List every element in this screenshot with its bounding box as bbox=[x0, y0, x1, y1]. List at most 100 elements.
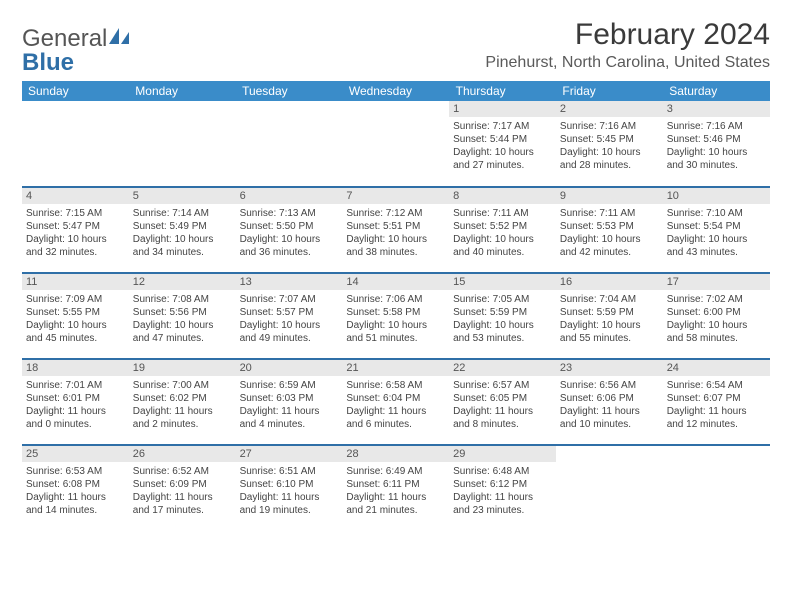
day-cell: 28Sunrise: 6:49 AMSunset: 6:11 PMDayligh… bbox=[342, 445, 449, 531]
day-cell: 5 Sunrise: 7:14 AMSunset: 5:49 PMDaylight… bbox=[129, 187, 236, 273]
month-title: February 2024 bbox=[485, 18, 770, 52]
daylight2-text: and 34 minutes. bbox=[133, 246, 232, 259]
day-number: 22 bbox=[449, 360, 556, 376]
day-cell: 17Sunrise: 7:02 AMSunset: 6:00 PMDayligh… bbox=[663, 273, 770, 359]
sunrise-text: Sunrise: 6:52 AM bbox=[133, 465, 232, 478]
sunset-text: Sunset: 6:10 PM bbox=[240, 478, 339, 491]
day-number: 11 bbox=[22, 274, 129, 290]
calendar-page: General Blue February 2024 Pinehurst, No… bbox=[0, 0, 792, 541]
daylight1-text: Daylight: 10 hours bbox=[667, 319, 766, 332]
sun-info: Sunrise: 7:08 AMSunset: 5:56 PMDaylight:… bbox=[133, 293, 232, 345]
sunset-text: Sunset: 6:05 PM bbox=[453, 392, 552, 405]
sunset-text: Sunset: 6:09 PM bbox=[133, 478, 232, 491]
sun-info: Sunrise: 7:16 AMSunset: 5:45 PMDaylight:… bbox=[560, 120, 659, 172]
sun-info: Sunrise: 6:53 AMSunset: 6:08 PMDaylight:… bbox=[26, 465, 125, 517]
day-header: Sunday bbox=[22, 81, 129, 101]
sun-info: Sunrise: 7:04 AMSunset: 5:59 PMDaylight:… bbox=[560, 293, 659, 345]
sunset-text: Sunset: 5:54 PM bbox=[667, 220, 766, 233]
daylight2-text: and 49 minutes. bbox=[240, 332, 339, 345]
daylight1-text: Daylight: 10 hours bbox=[560, 233, 659, 246]
sun-info: Sunrise: 6:48 AMSunset: 6:12 PMDaylight:… bbox=[453, 465, 552, 517]
daylight1-text: Daylight: 11 hours bbox=[560, 405, 659, 418]
day-cell: 16 Sunrise: 7:04 AMSunset: 5:59 PMDayligh… bbox=[556, 273, 663, 359]
sunset-text: Sunset: 6:01 PM bbox=[26, 392, 125, 405]
day-cell bbox=[556, 445, 663, 531]
day-cell: 15Sunrise: 7:05 AMSunset: 5:59 PMDayligh… bbox=[449, 273, 556, 359]
day-cell: 3Sunrise: 7:16 AMSunset: 5:46 PMDaylight… bbox=[663, 101, 770, 187]
day-cell: 4 Sunrise: 7:15 AMSunset: 5:47 PMDaylight… bbox=[22, 187, 129, 273]
sunrise-text: Sunrise: 7:17 AM bbox=[453, 120, 552, 133]
sun-info: Sunrise: 7:12 AMSunset: 5:51 PMDaylight:… bbox=[346, 207, 445, 259]
sunrise-text: Sunrise: 7:12 AM bbox=[346, 207, 445, 220]
day-cell bbox=[342, 101, 449, 187]
sun-info: Sunrise: 7:00 AMSunset: 6:02 PMDaylight:… bbox=[133, 379, 232, 431]
daylight2-text: and 19 minutes. bbox=[240, 504, 339, 517]
day-header: Wednesday bbox=[342, 81, 449, 101]
day-number: 16 bbox=[556, 274, 663, 290]
daylight2-text: and 30 minutes. bbox=[667, 159, 766, 172]
sun-info: Sunrise: 6:52 AMSunset: 6:09 PMDaylight:… bbox=[133, 465, 232, 517]
day-cell: 13Sunrise: 7:07 AMSunset: 5:57 PMDayligh… bbox=[236, 273, 343, 359]
sunset-text: Sunset: 6:12 PM bbox=[453, 478, 552, 491]
daylight2-text: and 36 minutes. bbox=[240, 246, 339, 259]
brand-part1: General bbox=[22, 25, 107, 52]
sunset-text: Sunset: 6:02 PM bbox=[133, 392, 232, 405]
daylight2-text: and 27 minutes. bbox=[453, 159, 552, 172]
day-number bbox=[129, 101, 236, 117]
day-cell: 14Sunrise: 7:06 AMSunset: 5:58 PMDayligh… bbox=[342, 273, 449, 359]
daylight2-text: and 32 minutes. bbox=[26, 246, 125, 259]
day-number: 15 bbox=[449, 274, 556, 290]
daylight2-text: and 12 minutes. bbox=[667, 418, 766, 431]
daylight1-text: Daylight: 11 hours bbox=[133, 491, 232, 504]
day-number bbox=[236, 101, 343, 117]
sunrise-text: Sunrise: 7:09 AM bbox=[26, 293, 125, 306]
sun-info: Sunrise: 7:11 AMSunset: 5:53 PMDaylight:… bbox=[560, 207, 659, 259]
day-number: 5 bbox=[129, 188, 236, 204]
daylight2-text: and 10 minutes. bbox=[560, 418, 659, 431]
daylight1-text: Daylight: 10 hours bbox=[346, 233, 445, 246]
day-header: Friday bbox=[556, 81, 663, 101]
day-header: Thursday bbox=[449, 81, 556, 101]
sunrise-text: Sunrise: 7:10 AM bbox=[667, 207, 766, 220]
sunrise-text: Sunrise: 6:59 AM bbox=[240, 379, 339, 392]
calendar-table: Sunday Monday Tuesday Wednesday Thursday… bbox=[22, 81, 770, 531]
sun-info: Sunrise: 6:56 AMSunset: 6:06 PMDaylight:… bbox=[560, 379, 659, 431]
sun-info: Sunrise: 6:59 AMSunset: 6:03 PMDaylight:… bbox=[240, 379, 339, 431]
sun-info: Sunrise: 7:09 AMSunset: 5:55 PMDaylight:… bbox=[26, 293, 125, 345]
sunset-text: Sunset: 5:59 PM bbox=[453, 306, 552, 319]
sun-info: Sunrise: 6:54 AMSunset: 6:07 PMDaylight:… bbox=[667, 379, 766, 431]
daylight1-text: Daylight: 10 hours bbox=[560, 146, 659, 159]
sun-info: Sunrise: 7:11 AMSunset: 5:52 PMDaylight:… bbox=[453, 207, 552, 259]
day-header-row: Sunday Monday Tuesday Wednesday Thursday… bbox=[22, 81, 770, 101]
day-number: 2 bbox=[556, 101, 663, 117]
day-number: 12 bbox=[129, 274, 236, 290]
day-number: 1 bbox=[449, 101, 556, 117]
day-cell: 22Sunrise: 6:57 AMSunset: 6:05 PMDayligh… bbox=[449, 359, 556, 445]
day-number: 19 bbox=[129, 360, 236, 376]
sun-info: Sunrise: 6:51 AMSunset: 6:10 PMDaylight:… bbox=[240, 465, 339, 517]
daylight1-text: Daylight: 10 hours bbox=[560, 319, 659, 332]
sunrise-text: Sunrise: 7:05 AM bbox=[453, 293, 552, 306]
day-number: 4 bbox=[22, 188, 129, 204]
daylight1-text: Daylight: 11 hours bbox=[240, 491, 339, 504]
sunset-text: Sunset: 5:56 PM bbox=[133, 306, 232, 319]
sunrise-text: Sunrise: 7:16 AM bbox=[560, 120, 659, 133]
sun-info: Sunrise: 7:16 AMSunset: 5:46 PMDaylight:… bbox=[667, 120, 766, 172]
day-cell: 12 Sunrise: 7:08 AMSunset: 5:56 PMDayligh… bbox=[129, 273, 236, 359]
daylight1-text: Daylight: 10 hours bbox=[453, 146, 552, 159]
day-cell: 8 Sunrise: 7:11 AMSunset: 5:52 PMDaylight… bbox=[449, 187, 556, 273]
sunset-text: Sunset: 5:49 PM bbox=[133, 220, 232, 233]
daylight1-text: Daylight: 10 hours bbox=[453, 233, 552, 246]
sun-info: Sunrise: 7:15 AMSunset: 5:47 PMDaylight:… bbox=[26, 207, 125, 259]
daylight1-text: Daylight: 10 hours bbox=[133, 233, 232, 246]
day-cell: 6Sunrise: 7:13 AMSunset: 5:50 PMDaylight… bbox=[236, 187, 343, 273]
day-cell: 24Sunrise: 6:54 AMSunset: 6:07 PMDayligh… bbox=[663, 359, 770, 445]
day-cell: 25Sunrise: 6:53 AMSunset: 6:08 PMDayligh… bbox=[22, 445, 129, 531]
week-row: 4 Sunrise: 7:15 AMSunset: 5:47 PMDaylight… bbox=[22, 187, 770, 273]
day-number: 8 bbox=[449, 188, 556, 204]
sunrise-text: Sunrise: 7:16 AM bbox=[667, 120, 766, 133]
sunrise-text: Sunrise: 7:14 AM bbox=[133, 207, 232, 220]
brand-text: General Blue bbox=[22, 26, 131, 75]
daylight2-text: and 21 minutes. bbox=[346, 504, 445, 517]
sunrise-text: Sunrise: 7:08 AM bbox=[133, 293, 232, 306]
